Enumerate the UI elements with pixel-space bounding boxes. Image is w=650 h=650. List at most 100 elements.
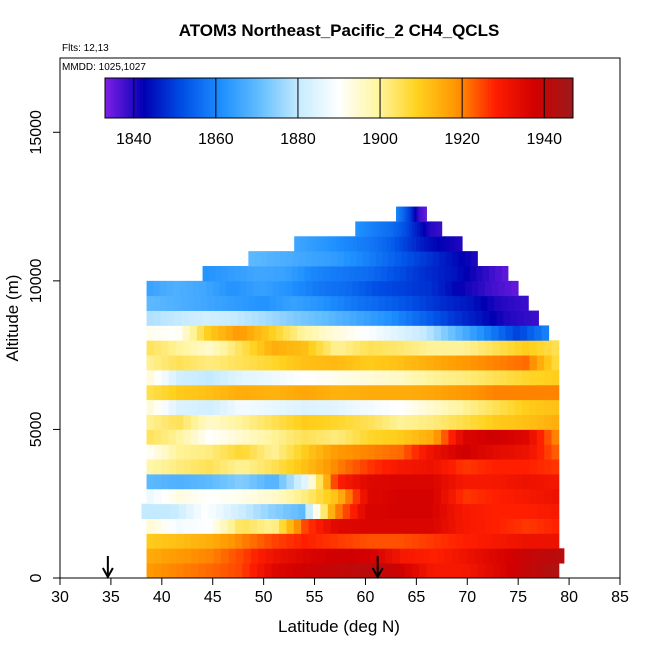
colorbar-tick-label: 1860 [198, 131, 234, 148]
heatmap-cell [146, 280, 154, 297]
colorbar-segment [549, 78, 554, 118]
colorbar-segment [350, 78, 355, 118]
heatmap-cell [536, 414, 545, 430]
heatmap-cell [389, 384, 398, 401]
heatmap-cell [382, 221, 386, 237]
colorbar-segment [543, 78, 548, 118]
heatmap-cell [206, 548, 215, 564]
heatmap-cell [183, 488, 192, 505]
heatmap-cell [536, 474, 545, 490]
heatmap-cell [374, 370, 383, 386]
colorbar-segment [341, 78, 346, 118]
heatmap-cell [238, 503, 247, 519]
heatmap-cell [301, 355, 309, 371]
heatmap-cell [534, 548, 543, 564]
heatmap-cell [345, 355, 354, 371]
heatmap-cell [312, 280, 320, 297]
heatmap-cell [332, 548, 341, 564]
heatmap-cell [492, 429, 501, 445]
heatmap-cell [242, 533, 251, 549]
heatmap-cell [396, 459, 405, 475]
heatmap-cell [215, 266, 223, 282]
heatmap-cell [323, 355, 332, 371]
heatmap-cell [350, 251, 357, 267]
heatmap-cell [519, 548, 528, 564]
heatmap-cell [176, 429, 184, 445]
heatmap-cell [298, 503, 306, 519]
colorbar-segment [441, 78, 445, 118]
heatmap-cell [485, 340, 494, 356]
heatmap-cell [220, 518, 228, 534]
heatmap-cell [258, 310, 266, 326]
heatmap-cell [394, 251, 402, 267]
heatmap-cell [458, 280, 466, 297]
heatmap-cell [536, 444, 545, 460]
heatmap-cell [279, 474, 287, 490]
heatmap-cell [338, 444, 346, 460]
heatmap-cell [448, 563, 457, 578]
heatmap-cell [257, 444, 265, 460]
heatmap-cell [330, 518, 339, 534]
heatmap-cell [299, 251, 307, 267]
heatmap-cell [463, 399, 471, 415]
colorbar-segment [456, 78, 460, 118]
heatmap-cell [279, 399, 287, 415]
heatmap-cell [500, 370, 508, 386]
heatmap-cell [527, 325, 535, 341]
heatmap-cell [376, 325, 384, 341]
heatmap-cell [205, 370, 214, 386]
heatmap-cell [190, 340, 199, 356]
heatmap-cell [485, 429, 494, 445]
heatmap-cell [360, 459, 368, 475]
heatmap-cell [242, 474, 251, 490]
heatmap-cell [418, 280, 426, 297]
heatmap-cell [426, 251, 434, 267]
heatmap-cell [160, 325, 169, 341]
heatmap-cell [205, 444, 214, 460]
heatmap-cell [305, 503, 314, 519]
heatmap-cell [395, 221, 399, 237]
heatmap-cell [323, 444, 332, 460]
heatmap-cell [331, 236, 337, 252]
heatmap-cell [517, 310, 525, 326]
heatmap-cell [183, 355, 192, 371]
heatmap-cell [419, 370, 427, 386]
heatmap-cell [441, 355, 449, 371]
heatmap-cell [524, 310, 532, 326]
heatmap-cell [463, 459, 471, 475]
heatmap-cell [293, 414, 302, 430]
heatmap-cell [154, 548, 162, 564]
heatmap-cell [371, 221, 375, 237]
heatmap-cell [382, 488, 390, 505]
heatmap-cell [374, 474, 383, 490]
heatmap-cell [176, 370, 184, 386]
heatmap-cell [271, 563, 280, 578]
colorbar-segment [362, 78, 366, 118]
heatmap-cell [161, 444, 170, 460]
heatmap-cell [248, 251, 256, 267]
colorbar-segment [189, 78, 194, 118]
heatmap-cell [286, 474, 295, 490]
heatmap-cell [454, 310, 462, 326]
heatmap-cell [153, 280, 161, 297]
heatmap-cell [398, 310, 406, 326]
colorbar-segment [388, 78, 393, 118]
heatmap-cell [441, 414, 449, 430]
heatmap-cell [351, 295, 359, 311]
heatmap-cell [293, 429, 302, 445]
heatmap-cell [317, 295, 325, 311]
colorbar-segment [394, 78, 398, 118]
x-tick-label: 55 [306, 589, 324, 606]
heatmap-cell [396, 384, 405, 401]
heatmap-cell [507, 370, 516, 386]
heatmap-cell [362, 548, 371, 564]
heatmap-cell [176, 399, 184, 415]
colorbar-segment [201, 78, 205, 118]
heatmap-cell [551, 384, 560, 401]
heatmap-cell [190, 474, 199, 490]
heatmap-cell [522, 488, 530, 505]
heatmap-cell [431, 280, 439, 297]
heatmap-cell [491, 325, 499, 341]
heatmap-cell [522, 444, 530, 460]
heatmap-cell [293, 444, 302, 460]
